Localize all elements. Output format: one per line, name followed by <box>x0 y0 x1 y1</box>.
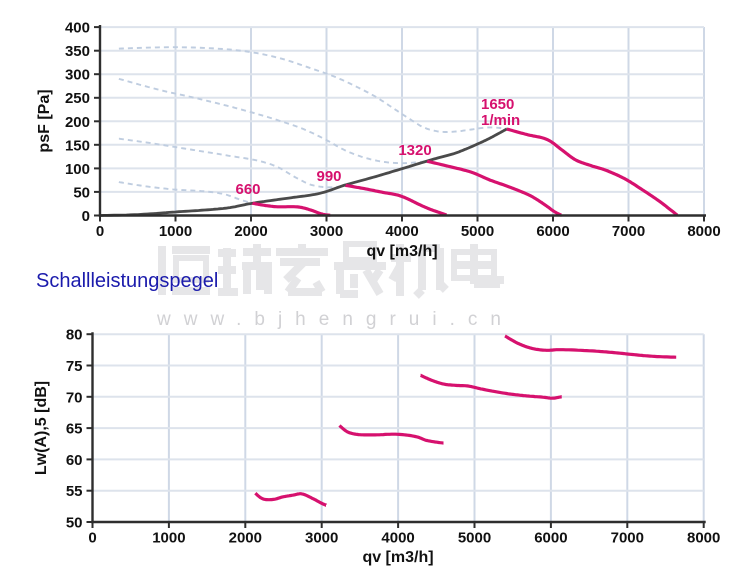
svg-text:0: 0 <box>96 223 104 240</box>
svg-text:6000: 6000 <box>534 530 567 547</box>
svg-text:990: 990 <box>316 168 341 185</box>
svg-text:60: 60 <box>66 452 83 469</box>
svg-text:250: 250 <box>65 90 90 107</box>
svg-text:350: 350 <box>65 43 90 60</box>
svg-text:300: 300 <box>65 67 90 84</box>
svg-text:660: 660 <box>235 181 260 198</box>
svg-text:65: 65 <box>66 421 83 438</box>
svg-text:100: 100 <box>65 161 90 178</box>
svg-text:8000: 8000 <box>687 530 720 547</box>
svg-text:3000: 3000 <box>305 530 338 547</box>
svg-text:200: 200 <box>65 114 90 131</box>
svg-text:5000: 5000 <box>458 530 491 547</box>
svg-text:8000: 8000 <box>687 223 720 240</box>
svg-text:150: 150 <box>65 137 90 154</box>
svg-text:75: 75 <box>66 358 83 375</box>
svg-text:3000: 3000 <box>310 223 343 240</box>
svg-text:5000: 5000 <box>461 223 494 240</box>
svg-text:4000: 4000 <box>385 223 418 240</box>
svg-text:qv [m3/h]: qv [m3/h] <box>362 549 433 566</box>
svg-text:0: 0 <box>82 208 90 225</box>
svg-text:70: 70 <box>66 389 83 406</box>
svg-text:4000: 4000 <box>381 530 414 547</box>
svg-text:7000: 7000 <box>611 530 644 547</box>
svg-text:50: 50 <box>73 184 90 201</box>
svg-text:400: 400 <box>65 20 90 37</box>
svg-text:2000: 2000 <box>234 223 267 240</box>
svg-text:psF [Pa]: psF [Pa] <box>36 89 53 152</box>
svg-text:80: 80 <box>66 327 83 344</box>
svg-text:Schallleistungspegel: Schallleistungspegel <box>36 270 218 292</box>
svg-text:1000: 1000 <box>159 223 192 240</box>
svg-text:6000: 6000 <box>536 223 569 240</box>
svg-text:qv [m3/h]: qv [m3/h] <box>366 243 437 260</box>
svg-text:1320: 1320 <box>398 142 431 159</box>
svg-text:55: 55 <box>66 483 83 500</box>
svg-text:1000: 1000 <box>152 530 185 547</box>
svg-text:50: 50 <box>66 515 83 532</box>
svg-text:0: 0 <box>88 530 96 547</box>
svg-text:www.bjhengrui.cn: www.bjhengrui.cn <box>156 309 514 330</box>
svg-text:1650: 1650 <box>481 96 514 113</box>
svg-text:7000: 7000 <box>612 223 645 240</box>
svg-text:2000: 2000 <box>229 530 262 547</box>
svg-text:1/min: 1/min <box>481 112 520 129</box>
svg-text:Lw(A),5 [dB]: Lw(A),5 [dB] <box>33 381 50 475</box>
